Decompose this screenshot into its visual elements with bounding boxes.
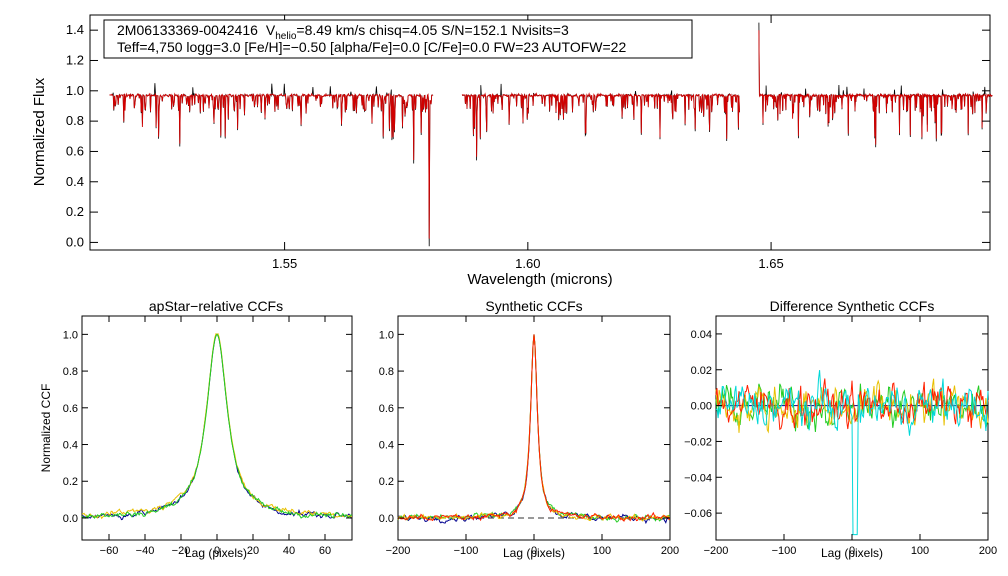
apstar-ccf-axes: −60 −40 −20 0 20 40 60 0.0 0.2 0.4 0.6 0.8 1.0 [63,316,352,557]
apstar-ccf-panel: apStar−relative CCFs −60 −40 −20 0 20 40 60 0.0… [39,298,353,560]
apstar-ccf-series [81,333,353,521]
spectrum-ytick-label: 0.8 [66,113,84,128]
synthetic-ccf-series-2 [397,334,671,523]
apstar-ccf-title: apStar−relative CCFs [149,298,283,314]
difference-ccf-ytick-label: 0.02 [691,365,712,377]
apstar-ccf-series-2 [81,333,353,520]
spectrum-ytick-label: 0.6 [66,143,84,158]
spectrum-ytick-label: 0.2 [66,204,84,219]
spectrum-panel: 1.55 1.60 1.65 0.0 0.2 0.4 0.6 0.8 1.0 1.2 1.4 Wav… [31,14,993,288]
synthetic-ccf-series-4 [397,334,671,522]
difference-ccf-ytick-label: −0.06 [684,508,712,520]
synthetic-ccf-ytick-label: 0.8 [379,366,394,378]
difference-ccf-ytick-label: 0.04 [691,329,712,341]
apstar-ccf-series-1 [81,333,353,521]
spectrum-ytick-label: 1.4 [66,22,84,37]
info-v-symbol: V [266,22,276,38]
difference-ccf-ytick-label: 0.00 [691,401,712,413]
apstar-ccf-xtick-label: −40 [136,545,155,557]
spectrum-model-chip-3 [758,30,993,145]
info-box-frame [103,19,693,59]
apstar-ccf-ytick-label: 0.8 [63,366,78,378]
spectrum-series [109,22,993,247]
apstar-ccf-xtick-label: −60 [100,545,119,557]
apstar-ccf-ylabel: Normalized CCF [39,384,53,473]
spectrum-xtick-label: 1.65 [758,256,783,271]
synthetic-ccf-ytick-label: 0.6 [379,403,394,415]
difference-ccf-xtick-label: −200 [704,545,729,557]
synthetic-ccf-frame [397,315,671,541]
apstar-ccf-frame [81,315,353,541]
synthetic-ccf-series-3 [397,334,671,522]
synthetic-ccf-title: Synthetic CCFs [485,298,582,314]
spectrum-xlabel: Wavelength (microns) [467,271,612,288]
synthetic-ccf-panel: Synthetic CCFs −200 −100 0 100 200 0.0 0.2 0.4 0… [379,298,679,560]
difference-ccf-ytick-label: −0.04 [684,472,712,484]
spectrum-ytick-label: 1.2 [66,52,84,67]
difference-ccf-series [715,370,989,536]
difference-ccf-series-4 [715,378,989,431]
apstar-ccf-ytick-label: 0.4 [63,440,78,452]
apstar-ccf-xtick-label: 20 [247,545,259,557]
spectrum-frame [89,14,991,251]
info-v-subscript: helio [275,31,297,42]
info-line-1: 2M06133369-0042416 Vhelio=8.49 km/s chisq… [117,22,569,42]
apstar-ccf-xlabel: Lag (pixels) [185,546,247,560]
synthetic-ccf-xtick-label: −100 [454,545,479,557]
synthetic-ccf-series [397,334,671,525]
apstar-ccf-ytick-label: 1.0 [63,329,78,341]
difference-ccf-series-5 [715,370,989,536]
spectrum-ytick-label: 0.4 [66,174,84,189]
difference-ccf-xtick-label: 200 [979,545,997,557]
spectrum-ylabel: Normalized Flux [31,77,48,186]
apstar-ccf-ytick-label: 0.6 [63,403,78,415]
synthetic-ccf-ytick-label: 1.0 [379,329,394,341]
spectrum-xtick-label: 1.55 [272,256,297,271]
synthetic-ccf-ytick-label: 0.4 [379,440,394,452]
synthetic-ccf-xtick-label: 200 [661,545,679,557]
difference-ccf-title: Difference Synthetic CCFs [770,298,935,314]
difference-ccf-xlabel: Lag (pixels) [821,546,883,560]
apstar-ccf-xtick-label: −20 [172,545,191,557]
difference-ccf-xtick-label: −100 [772,545,797,557]
difference-ccf-xtick-label: 100 [911,545,929,557]
difference-ccf-axes: −200 −100 0 100 200 −0.06 −0.04 −0.02 0.00 0.02 0.… [684,316,997,557]
synthetic-ccf-xlabel: Lag (pixels) [503,546,565,560]
spectrum-model-chip-2 [461,92,740,157]
synthetic-ccf-xtick-label: −200 [386,545,411,557]
synthetic-ccf-axes: −200 −100 0 100 200 0.0 0.2 0.4 0.6 0.8 1.0 [379,316,679,557]
apstar-ccf-ytick-label: 0.0 [63,513,78,525]
spectrum-axes: 1.55 1.60 1.65 0.0 0.2 0.4 0.6 0.8 1.0 1.2 1.4 [66,15,990,271]
apstar-ccf-xtick-label: 40 [283,545,295,557]
apstar-ccf-xtick-label: 60 [319,545,331,557]
difference-ccf-panel: Difference Synthetic CCFs −200 −100 0 100 20… [684,298,997,560]
synthetic-ccf-series-1 [397,334,671,525]
info-star-id: 2M06133369-0042416 [117,22,258,38]
difference-ccf-xtick-label: 0 [849,545,855,557]
spectrum-ytick-label: 1.0 [66,83,84,98]
spectrum-ytick-label: 0.0 [66,234,84,249]
synthetic-ccf-xtick-label: 0 [531,545,537,557]
apstar-ccf-ytick-label: 0.2 [63,476,78,488]
difference-ccf-ytick-label: −0.02 [684,436,712,448]
synthetic-ccf-ytick-label: 0.2 [379,476,394,488]
info-box: 2M06133369-0042416 Vhelio=8.49 km/s chisq… [103,19,693,59]
spectrum-model-chip-1 [109,92,434,239]
synthetic-ccf-xtick-label: 100 [593,545,611,557]
apstar-ccf-series-3 [81,333,353,520]
info-line-2: Teff=4,750 logg=3.0 [Fe/H]=−0.50 [alpha/… [117,39,626,55]
apstar-ccf-xtick-label: 0 [214,545,220,557]
info-line-1-values: =8.49 km/s chisq=4.05 S/N=152.1 Nvisits=… [296,22,569,38]
spectrum-xtick-label: 1.60 [515,256,540,271]
synthetic-ccf-ytick-label: 0.0 [379,513,394,525]
